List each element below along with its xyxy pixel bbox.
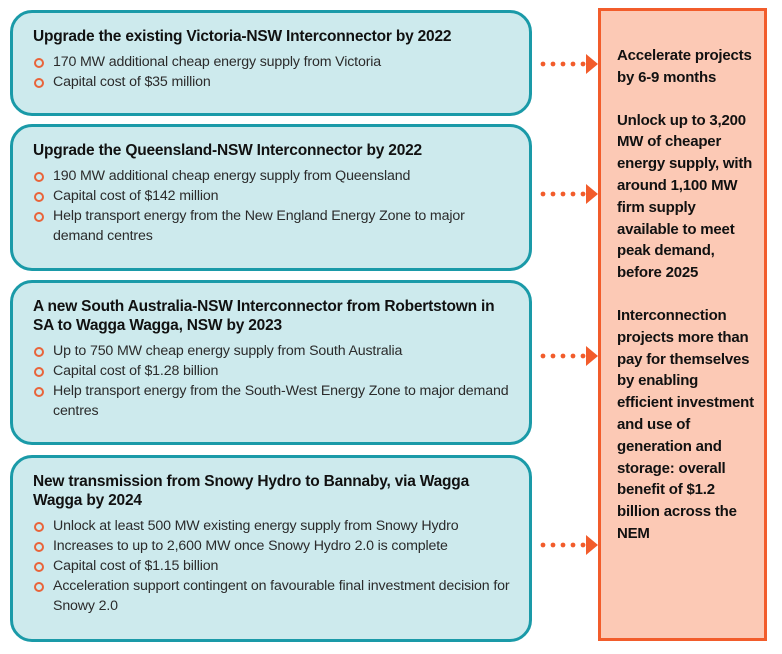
- dotted-arrow-icon: [540, 346, 598, 366]
- circle-bullet-icon: [34, 367, 44, 377]
- project-box-victoria-nsw: Upgrade the existing Victoria-NSW Interc…: [10, 10, 532, 116]
- project-title: New transmission from Snowy Hydro to Ban…: [33, 473, 469, 509]
- project-box-south-australia-nsw: A new South Australia-NSW Interconnector…: [10, 280, 532, 445]
- dotted-arrow-icon: [540, 54, 598, 74]
- circle-bullet-icon: [34, 58, 44, 68]
- circle-bullet-icon: [34, 212, 44, 222]
- list-item: Up to 750 MW cheap energy supply from So…: [33, 341, 511, 361]
- project-bullet-list: Unlock at least 500 MW existing energy s…: [33, 516, 511, 616]
- dotted-arrow-icon: [540, 184, 598, 204]
- circle-bullet-icon: [34, 347, 44, 357]
- benefit-energy-supply: Unlock up to 3,200 MW of cheaper energy …: [617, 111, 753, 282]
- list-item: 190 MW additional cheap energy supply fr…: [33, 166, 511, 186]
- project-bullet-list: Up to 750 MW cheap energy supply from So…: [33, 341, 511, 421]
- project-title: A new South Australia-NSW Interconnector…: [33, 298, 495, 334]
- project-box-snowy-hydro-bannaby: New transmission from Snowy Hydro to Ban…: [10, 455, 532, 642]
- project-bullet-list: 170 MW additional cheap energy supply fr…: [33, 52, 511, 92]
- circle-bullet-icon: [34, 542, 44, 552]
- circle-bullet-icon: [34, 522, 44, 532]
- benefits-box: Accelerate projects by 6-9 months Unlock…: [598, 8, 767, 641]
- list-item: Help transport energy from the South-Wes…: [33, 381, 511, 421]
- project-box-queensland-nsw: Upgrade the Queensland-NSW Interconnecto…: [10, 124, 532, 271]
- list-item: Capital cost of $1.28 billion: [33, 361, 511, 381]
- list-item: Capital cost of $142 million: [33, 186, 511, 206]
- list-item: Acceleration support contingent on favou…: [33, 576, 511, 616]
- circle-bullet-icon: [34, 78, 44, 88]
- dotted-arrow-icon: [540, 535, 598, 555]
- circle-bullet-icon: [34, 172, 44, 182]
- circle-bullet-icon: [34, 192, 44, 202]
- list-item: Capital cost of $35 million: [33, 72, 511, 92]
- benefit-overall-value: Interconnection projects more than pay f…: [617, 306, 754, 542]
- project-title: Upgrade the Queensland-NSW Interconnecto…: [33, 142, 422, 159]
- project-bullet-list: 190 MW additional cheap energy supply fr…: [33, 166, 511, 246]
- circle-bullet-icon: [34, 582, 44, 592]
- list-item: Capital cost of $1.15 billion: [33, 556, 511, 576]
- list-item: 170 MW additional cheap energy supply fr…: [33, 52, 511, 72]
- list-item: Increases to up to 2,600 MW once Snowy H…: [33, 536, 511, 556]
- circle-bullet-icon: [34, 387, 44, 397]
- list-item: Help transport energy from the New Engla…: [33, 206, 511, 246]
- circle-bullet-icon: [34, 562, 44, 572]
- project-title: Upgrade the existing Victoria-NSW Interc…: [33, 28, 452, 45]
- benefit-acceleration: Accelerate projects by 6-9 months: [617, 47, 752, 86]
- list-item: Unlock at least 500 MW existing energy s…: [33, 516, 511, 536]
